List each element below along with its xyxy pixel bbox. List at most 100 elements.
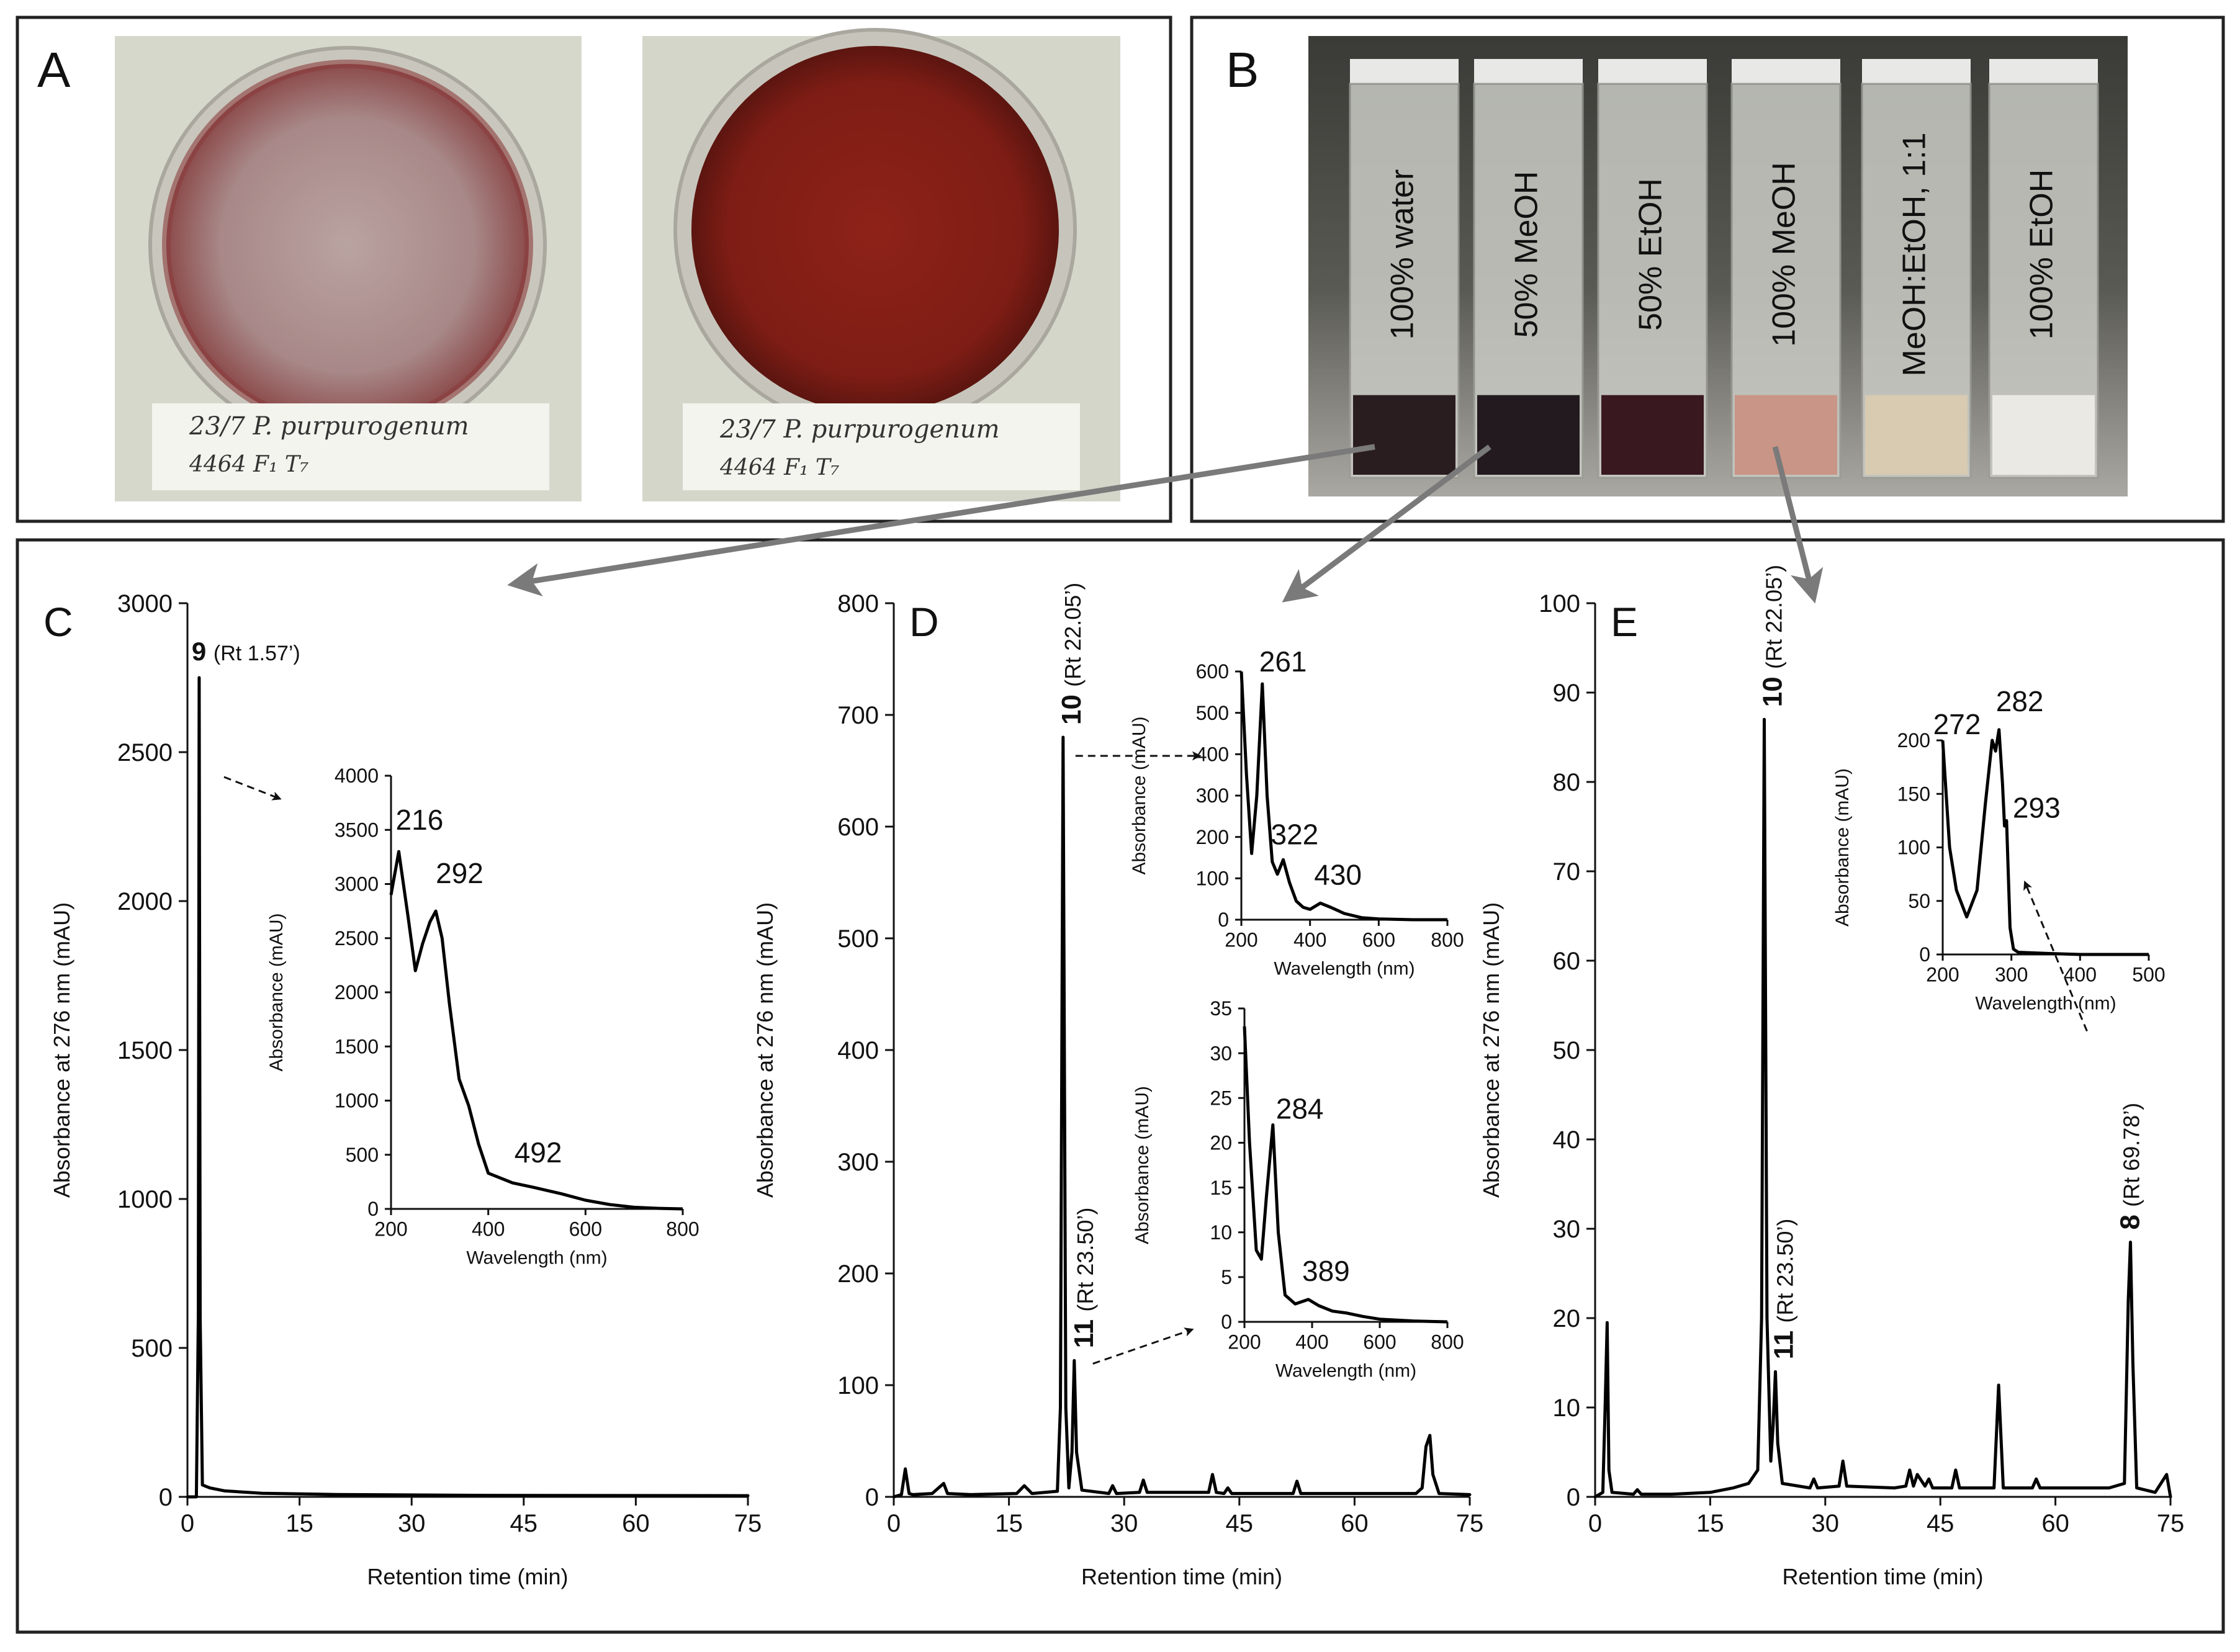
peak-annotation: 9 (Rt 1.57’) [192,637,300,666]
peak-annotation: 11 (Rt 23.50’) [1768,1219,1799,1360]
panel-label: E [1611,599,1638,645]
y-axis-title: Absorbance (mAU) [1132,1086,1153,1244]
y-tick-label: 70 [1553,858,1581,886]
y-tick-label: 5 [1221,1266,1232,1288]
x-tick-label: 45 [1226,1510,1254,1537]
uv-spectrum-trace [1243,1026,1448,1324]
x-tick-label: 60 [1341,1510,1369,1537]
chart-e: E 0 15 30 45 60 75 0 10 20 30 40 50 60 70 80 90 100 Retent… [1478,565,2184,1589]
y-tick-label: 2000 [335,981,379,1003]
x-tick-label: 600 [1363,1331,1396,1353]
y-tick-label: 35 [1210,997,1232,1020]
panel-label: D [909,599,939,645]
vial-3: 50% EtOH [1597,59,1708,479]
y-tick-label: 300 [1196,784,1229,807]
plate-note-left-line2: 4464 F₁ T₇ [189,452,308,477]
arrow-water-to-c [507,444,1375,596]
y-tick-label: 600 [837,814,879,841]
y-tick-label: 2500 [335,927,379,949]
peak-wavelength-label: 284 [1276,1093,1324,1125]
x-tick-label: 200 [374,1218,407,1241]
y-tick-label: 20 [1210,1132,1232,1154]
peak-annotation: 8 (Rt 69.78’) [2115,1103,2145,1230]
x-tick-label: 15 [995,1510,1023,1537]
y-tick-label: 30 [1210,1042,1232,1064]
y-tick-label: 3000 [335,873,379,896]
peak-annotation: 10 (Rt 22.05’) [1758,565,1788,707]
y-tick-label: 2000 [117,888,173,915]
x-tick-label: 600 [1362,929,1395,951]
y-tick-label: 600 [1196,660,1229,683]
vial-cap [1350,59,1459,84]
y-tick-label: 20 [1553,1305,1581,1332]
y-axis-title: Absorbance at 276 nm (mAU) [49,902,74,1198]
y-tick-label: 200 [1897,729,1930,752]
y-tick-label: 300 [837,1149,879,1176]
y-tick-label: 0 [1567,1484,1580,1511]
x-tick-label: 400 [1295,1331,1328,1353]
vial-cap [1989,59,2098,84]
peak-wavelength-label: 430 [1314,858,1362,891]
x-tick-label: 60 [2041,1510,2069,1537]
y-tick-label: 10 [1553,1394,1581,1422]
y-tick-label: 80 [1553,769,1581,796]
y-tick-label: 0 [1218,909,1229,931]
dashed-arrow [223,776,282,801]
y-tick-label: 3500 [335,819,379,841]
vial-liquid [1992,395,2095,475]
vial-cap [1598,59,1707,84]
y-tick-label: 25 [1210,1087,1232,1109]
chromatogram-trace [892,735,1472,1499]
connector-arrows [507,444,1824,604]
chart-d: D0 15 30 45 60 750100200300400500600700800Ret… [752,583,1483,1589]
x-tick-label: 200 [1926,964,1959,986]
vial-6: 100% EtOH [1988,59,2099,479]
vial-4: 100% MeOH [1730,59,1842,479]
uv-spectrum-inset: 200 300 400 500 0 50 100 150 200 Wavelength (nm) A… [1832,685,2166,1014]
x-axis-title: Retention time (min) [1782,1564,1983,1589]
panel-b: B 100% water 50% MeOH 50% EtOH 100% MeOH MeO… [1226,36,2128,496]
chromatogram-trace [186,676,750,1499]
uv-spectrum-trace [1941,728,2149,956]
panel-label: C [43,599,73,645]
plate-note-right [683,403,1080,490]
panel-a: A 23/7 P. purpurogenum 4464 F₁ T₇ 23/7 P… [37,28,1120,501]
plate-note-left [152,403,549,490]
y-tick-label: 0 [1221,1311,1232,1333]
y-tick-label: 15 [1210,1177,1232,1199]
panel-a-label: A [37,42,71,97]
y-tick-label: 1000 [117,1186,173,1213]
uv-spectrum-inset-2: 200 400 600 800 0 5 10 15 20 25 30 35 Wavelength (nm… [1132,997,1464,1381]
y-tick-label: 10 [1210,1221,1232,1244]
x-tick-label: 0 [887,1510,901,1537]
peak-wavelength-label: 261 [1259,645,1307,678]
x-tick-label: 30 [398,1510,426,1537]
x-tick-label: 60 [622,1510,650,1537]
arrow-100meoh-to-e [1772,446,1824,604]
vial-liquid [1353,395,1455,475]
y-tick-label: 0 [865,1484,879,1511]
peak-wavelength-label: 292 [436,857,484,889]
x-axis-title: Wavelength (nm) [1975,994,2116,1014]
vial-label: 50% EtOH [1633,178,1669,331]
peak-wavelength-label: 216 [396,804,444,836]
vial-cap [1732,59,1840,84]
y-tick-label: 800 [837,590,879,617]
y-tick-label: 150 [1897,783,1930,805]
x-tick-label: 300 [1995,964,2028,986]
y-tick-label: 1500 [117,1037,173,1064]
y-tick-label: 1000 [335,1090,379,1112]
peak-annotation: 11 (Rt 23.50’) [1069,1208,1099,1349]
y-tick-label: 100 [1196,868,1229,890]
panel-b-frame [1190,16,2225,523]
x-tick-label: 500 [2132,964,2165,986]
vial-cap [1862,59,1971,84]
vial-label: MeOH:EtOH, 1:1 [1897,133,1933,377]
plate-note-left-line1: 23/7 P. purpurogenum [189,412,469,441]
vial-label: 100% MeOH [1766,162,1802,347]
y-axis-title: Absorbance (mAU) [1129,716,1149,874]
peak-wavelength-label: 282 [1996,685,2044,717]
x-axis-title: Retention time (min) [367,1564,568,1589]
x-tick-label: 75 [734,1510,762,1537]
